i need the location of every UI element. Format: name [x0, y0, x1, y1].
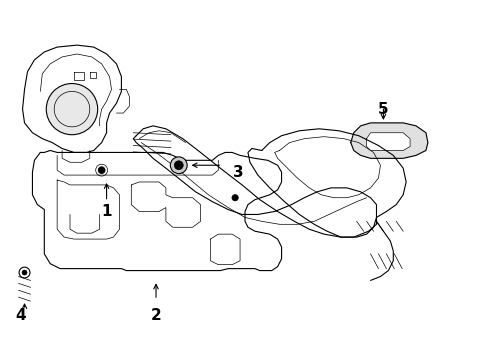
Circle shape: [22, 270, 27, 275]
Circle shape: [46, 84, 98, 135]
Circle shape: [174, 161, 183, 170]
Text: 1: 1: [101, 204, 112, 219]
Circle shape: [171, 157, 187, 174]
Circle shape: [232, 194, 238, 201]
Polygon shape: [32, 150, 282, 271]
Text: 2: 2: [150, 309, 161, 323]
Polygon shape: [23, 45, 122, 152]
Text: 3: 3: [233, 165, 244, 180]
Circle shape: [98, 167, 105, 174]
Polygon shape: [133, 126, 376, 237]
Polygon shape: [367, 133, 410, 150]
Text: 5: 5: [378, 102, 389, 117]
Polygon shape: [248, 129, 406, 237]
Text: 4: 4: [15, 309, 26, 323]
Polygon shape: [351, 123, 428, 158]
